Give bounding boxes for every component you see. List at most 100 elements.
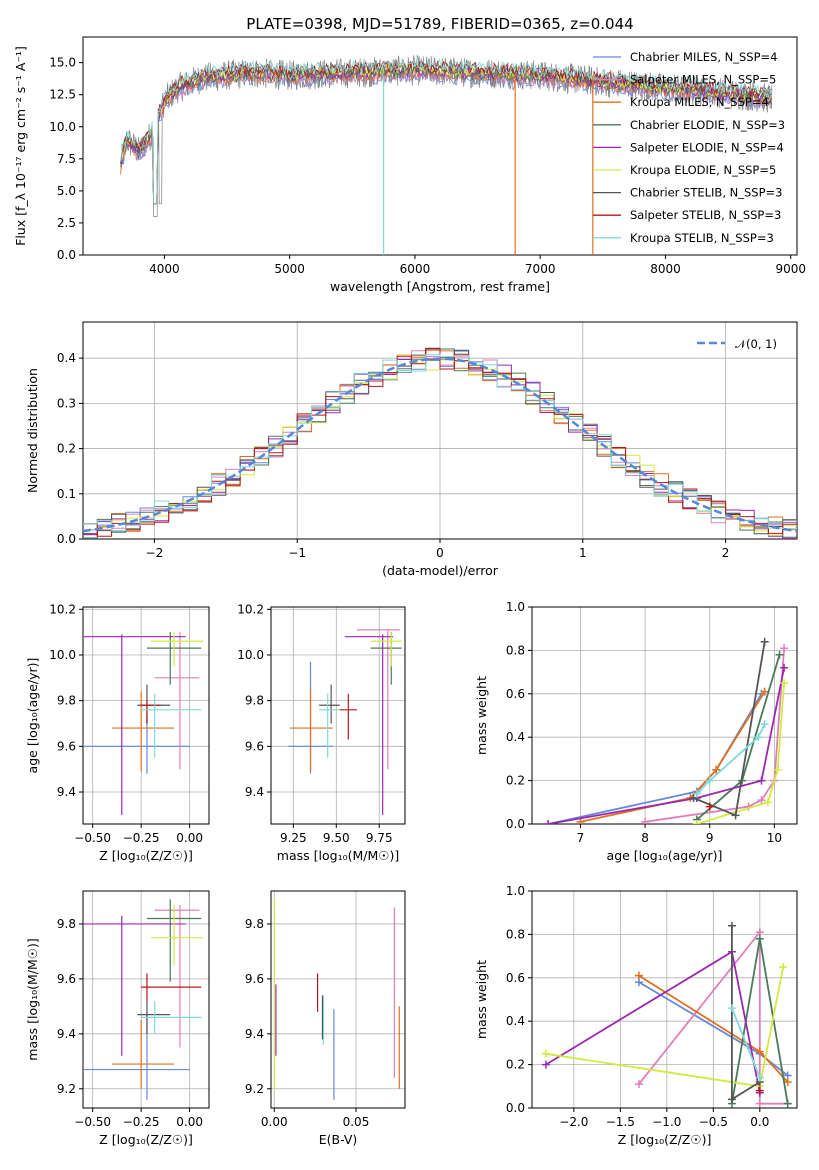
marker-kroupa_miles	[760, 687, 769, 696]
y-tick-label: 9.2	[57, 1082, 76, 1096]
axes-frame	[82, 321, 798, 540]
y-tick-label: 5.0	[57, 184, 76, 198]
y-tick-label: 15.0	[49, 56, 76, 70]
y-tick-label: 9.8	[57, 694, 76, 708]
x-tick-label: −0.5	[699, 1115, 728, 1129]
y-tick-label: 0.4	[506, 1014, 525, 1028]
x-tick-label: −1.0	[652, 1115, 681, 1129]
x-tick-label: 6000	[400, 262, 431, 276]
series-kroupa_stelib	[731, 1007, 761, 1078]
marker-kroupa_stelib	[692, 789, 701, 798]
y-tick-label: 10.2	[49, 602, 76, 616]
chart-residuals: −2 −1 0 1 2 0.0 0.1 0.2 0.3 0.4 (data-model)/error…	[25, 321, 798, 578]
x-tick-label: 7	[577, 831, 585, 845]
marker-chabrier_stelib	[760, 637, 769, 646]
x-axis-label: wavelength [Angstrom, rest frame]	[330, 279, 550, 294]
marker-salpeter_stelib	[755, 1086, 764, 1095]
marker-kroupa_stelib	[754, 733, 763, 742]
x-tick-label: −1	[288, 546, 306, 560]
marker-chabrier_elodie	[755, 934, 764, 943]
error-bars	[288, 629, 402, 815]
y-tick-label: 9.4	[57, 785, 76, 799]
model-spectrum-salpeter_miles	[120, 69, 772, 205]
marker-kroupa_elodie	[763, 798, 772, 807]
histograms	[83, 347, 797, 539]
marker-salpeter_miles	[634, 1080, 643, 1089]
y-axis-label: mass weight	[474, 676, 489, 755]
y-tick-label: 0.8	[506, 927, 525, 941]
x-tick-label: −2.0	[559, 1115, 588, 1129]
chart-age-vs-mass: 9.25 9.50 9.75 9.4 9.6 9.8 10.0 10.2 mass [log₁₀…	[237, 602, 406, 863]
y-tick-label: 0.6	[506, 971, 525, 985]
x-tick-label: 9.50	[323, 831, 350, 845]
legend-label: Kroupa STELIB, N_SSP=3	[630, 231, 774, 245]
marker-salpeter_miles	[757, 796, 766, 805]
legend-label: Salpeter ELODIE, N_SSP=4	[630, 140, 784, 154]
marker-salpeter_stelib	[705, 802, 714, 811]
marker-salpeter_miles	[641, 817, 650, 824]
x-tick-label: 2	[722, 546, 730, 560]
x-tick-label: 0	[436, 546, 444, 560]
legend-label: Kroupa ELODIE, N_SSP=5	[630, 163, 776, 177]
grid	[271, 607, 405, 824]
marker-chabrier_stelib	[727, 1095, 736, 1104]
chart-weight-vs-Z: −2.0 −1.5 −1.0 −0.5 0.0 0.0 0.2 0.4 0.6 0.8 1.0 Z […	[474, 884, 798, 1147]
series-salpeter_miles	[644, 648, 785, 823]
series-kroupa_miles	[580, 691, 766, 823]
y-tick-label: 9.8	[57, 917, 76, 931]
spectrum-lines	[120, 54, 773, 255]
x-tick-label: 8000	[650, 262, 681, 276]
x-tick-label: 9.25	[280, 831, 307, 845]
y-tick-label: 10.2	[237, 602, 264, 616]
marker-kroupa_miles	[755, 1047, 764, 1056]
series-salpeter_elodie	[548, 667, 785, 824]
weight-lines	[541, 921, 792, 1108]
x-axis-label: Z [log₁₀(Z/Z☉)]	[618, 1132, 712, 1147]
marker-salpeter_miles	[780, 644, 789, 653]
marker-kroupa_stelib	[727, 1004, 736, 1013]
x-tick-label: 0.05	[343, 1115, 370, 1129]
x-tick-label: 10	[767, 831, 782, 845]
marker-salpeter_miles	[755, 1099, 764, 1108]
axes-frame	[270, 606, 406, 825]
x-tick-label: 5000	[274, 262, 305, 276]
y-tick-label: 10.0	[49, 648, 76, 662]
grid	[271, 891, 405, 1108]
x-tick-label: 9.75	[366, 831, 393, 845]
error-bars	[83, 899, 204, 1100]
chart-mass-vs-ebv: 0.00 0.05 9.2 9.4 9.6 9.8 E(B-V)	[245, 890, 406, 1147]
y-tick-label: 9.2	[245, 1082, 264, 1096]
y-tick-label: 0.4	[506, 730, 525, 744]
error-bars	[273, 899, 400, 1100]
histogram-kroupa_stelib	[83, 354, 797, 531]
y-tick-label: 0.0	[506, 1101, 525, 1115]
marker-chabrier_stelib	[731, 811, 740, 820]
marker-salpeter_elodie	[544, 820, 553, 824]
y-tick-label: 9.8	[245, 917, 264, 931]
y-tick-label: 7.5	[57, 152, 76, 166]
x-tick-label: 1	[579, 546, 587, 560]
x-axis-label: Z [log₁₀(Z/Z☉)]	[99, 848, 193, 863]
normal-curve	[83, 357, 797, 533]
x-tick-label: −0.25	[123, 1115, 160, 1129]
y-tick-label: 1.0	[506, 884, 525, 898]
y-axis-label: Flux [f_λ 10⁻¹⁷ erg cm⁻² s⁻¹ A⁻¹]	[13, 46, 28, 246]
chart-spectrum: 4000 5000 6000 7000 8000 9000 0.0 2.5 5.0 7.5 10.0…	[13, 15, 806, 294]
y-tick-label: 9.6	[57, 972, 76, 986]
error-bars	[83, 632, 204, 815]
y-tick-label: 0.0	[506, 817, 525, 831]
marker-salpeter_elodie	[780, 663, 789, 672]
y-tick-label: 0.2	[506, 1058, 525, 1072]
model-spectrum-kroupa_stelib	[120, 57, 772, 205]
y-tick-label: 10.0	[237, 648, 264, 662]
x-tick-label: 4000	[149, 262, 180, 276]
weight-lines	[544, 637, 789, 824]
marker-chabrier_elodie	[783, 1099, 792, 1108]
x-axis-label: mass [log₁₀(M/M☉)]	[277, 848, 399, 863]
y-tick-label: 9.4	[245, 785, 264, 799]
marker-kroupa_stelib	[705, 776, 714, 785]
x-tick-label: 7000	[525, 262, 556, 276]
y-axis-label: Normed distribution	[25, 368, 40, 493]
x-axis-label: age [log₁₀(age/yr)]	[607, 848, 723, 863]
y-tick-label: 0.8	[506, 643, 525, 657]
